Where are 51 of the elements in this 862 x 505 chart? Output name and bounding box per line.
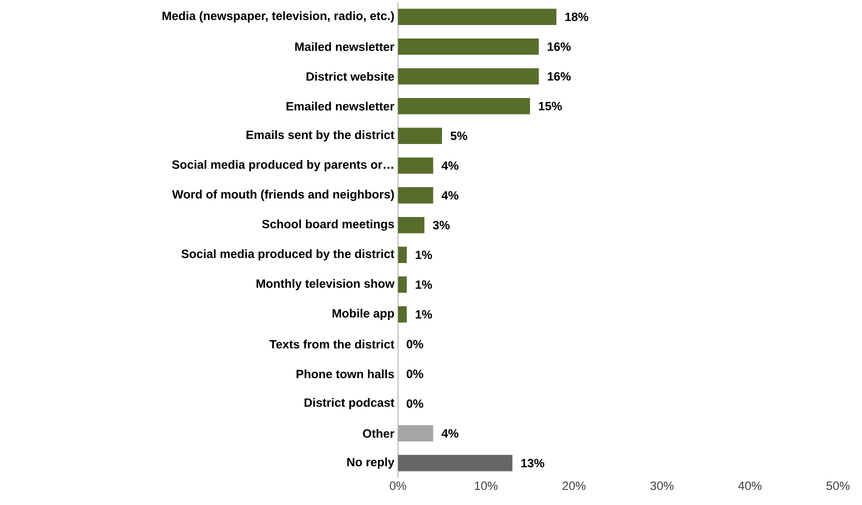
data-label: 0% bbox=[406, 370, 424, 378]
data-label: 1% bbox=[416, 280, 432, 289]
x-tick-label: 0% bbox=[390, 482, 406, 490]
y-tick-label: Emails sent by the district bbox=[246, 130, 394, 142]
data-label: 4% bbox=[442, 161, 458, 170]
data-label: 4% bbox=[442, 429, 458, 438]
bar bbox=[398, 157, 434, 174]
data-label: 4% bbox=[442, 191, 458, 200]
data-label: 13% bbox=[521, 458, 544, 468]
y-tick-label: School board meetings bbox=[262, 220, 394, 231]
bar bbox=[398, 8, 556, 26]
bar bbox=[398, 425, 434, 442]
bar bbox=[398, 246, 407, 264]
x-tick-label: 20% bbox=[562, 482, 586, 490]
bar bbox=[398, 128, 442, 144]
y-tick-label: Word of mouth (friends and neighbors) bbox=[172, 190, 394, 201]
y-tick-label: District website bbox=[306, 72, 394, 81]
data-label: 15% bbox=[538, 102, 562, 110]
bar bbox=[398, 98, 530, 114]
data-label: 0% bbox=[406, 340, 424, 348]
y-tick-label: District podcast bbox=[304, 398, 394, 410]
bar bbox=[398, 68, 539, 85]
y-tick-label: Texts from the district bbox=[269, 340, 394, 349]
y-tick-label: Emailed newsletter bbox=[286, 102, 394, 111]
y-tick-label: Other bbox=[362, 428, 394, 438]
bar bbox=[398, 276, 407, 293]
x-tick-label: 30% bbox=[650, 482, 674, 490]
data-label: 3% bbox=[432, 220, 450, 230]
y-tick-label: Social media produced by parents or… bbox=[172, 160, 394, 172]
y-tick-label: Social media produced by the district bbox=[181, 249, 394, 260]
data-label: 1% bbox=[416, 310, 432, 319]
y-tick-label: Media (newspaper, television, radio, etc.) bbox=[162, 11, 394, 22]
x-tick-label: 10% bbox=[474, 482, 498, 490]
x-tick-label: 50% bbox=[826, 482, 850, 490]
y-tick-label: Monthly television show bbox=[256, 279, 394, 290]
data-label: 5% bbox=[450, 132, 468, 140]
y-tick-label: Mailed newsletter bbox=[295, 42, 394, 52]
bar bbox=[398, 187, 434, 204]
y-tick-label: Mobile app bbox=[332, 308, 394, 320]
y-tick-label: Phone town halls bbox=[296, 369, 394, 378]
x-tick-label: 40% bbox=[738, 482, 762, 490]
data-label: 1% bbox=[416, 250, 432, 260]
data-label: 0% bbox=[406, 399, 424, 408]
bar bbox=[398, 454, 512, 472]
bar bbox=[398, 306, 407, 323]
bar bbox=[398, 38, 539, 55]
data-label: 16% bbox=[548, 72, 571, 81]
bar bbox=[398, 216, 424, 234]
y-tick-label: No reply bbox=[347, 458, 394, 469]
data-label: 18% bbox=[565, 12, 588, 22]
data-label: 16% bbox=[548, 42, 571, 51]
